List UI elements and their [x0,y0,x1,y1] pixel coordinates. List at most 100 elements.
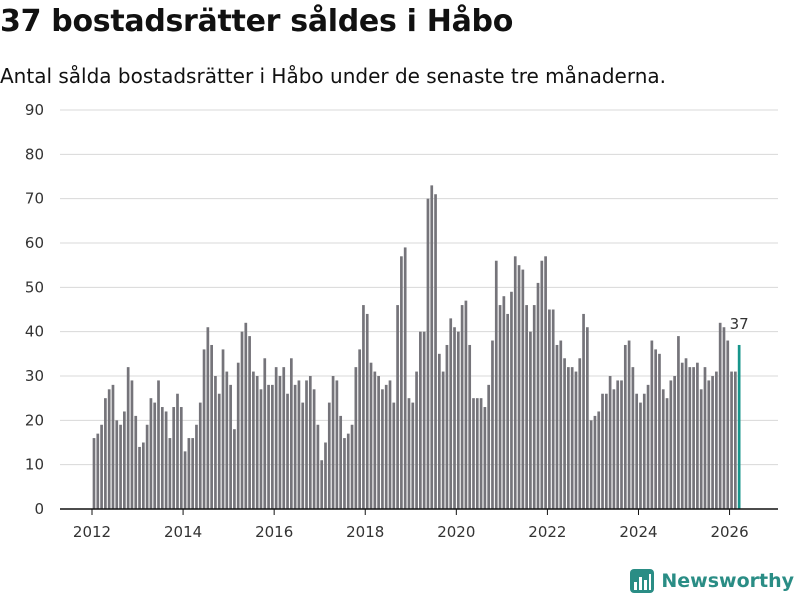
bar [555,344,559,509]
bar [642,393,646,509]
bar [289,358,293,509]
bar [183,451,187,509]
bar [324,442,327,509]
bar [631,367,635,509]
bar [544,256,547,509]
bar [187,438,191,509]
bar [673,376,676,509]
y-tick-label: 0 [34,500,44,518]
bar [635,393,639,509]
bar [130,380,134,509]
bar [468,344,472,509]
bar [233,429,236,509]
bar [711,376,714,509]
bar [540,260,544,509]
y-axis-ticks: 0 10 20 30 40 50 60 70 80 90 [25,101,44,518]
bar [145,424,149,509]
y-tick-label: 80 [25,145,44,163]
bar [126,367,130,509]
bar [532,305,536,509]
bar [191,438,195,509]
bar [510,291,513,509]
bar [271,384,274,509]
bar [677,336,680,509]
y-tick-label: 60 [25,234,44,252]
bar [604,393,608,509]
y-tick-label: 30 [25,367,44,385]
bar [627,340,631,509]
bar [715,371,718,509]
bar [411,402,415,509]
bar [445,344,449,509]
bar [680,362,684,509]
bar [570,367,574,509]
bar [434,194,437,509]
bar [529,331,532,509]
bar [407,398,411,509]
bar [730,371,733,509]
bar [214,376,217,509]
bar [707,380,711,509]
bar [252,371,255,509]
bar [195,424,198,509]
bar [513,256,517,509]
bar [688,367,692,509]
bar [138,446,141,509]
bar [278,376,282,509]
bar [517,265,521,509]
bar [422,331,426,509]
bar [312,389,316,509]
bar-chart: 0 10 20 30 40 50 60 70 80 90 2012 2014 2016 2018 2020… [25,101,778,541]
bar [263,358,267,509]
bar [654,349,658,509]
bar [456,331,460,509]
bar [396,305,399,509]
bar [487,384,491,509]
bar [107,389,111,509]
bar [536,282,540,509]
bar [229,384,232,509]
bar [525,305,528,509]
x-tick-label: 2012 [73,523,111,541]
bar [589,420,593,509]
y-tick-label: 70 [25,190,44,208]
bar [346,433,350,509]
bar [548,309,551,509]
bar [236,362,240,509]
bar [225,371,229,509]
bar [699,389,703,509]
x-tick-label: 2014 [164,523,202,541]
bar [506,313,509,509]
bar [160,407,164,509]
bar [149,398,153,509]
bar [210,344,213,509]
bar [305,380,308,509]
bar [475,398,479,509]
bar [616,380,620,509]
x-tick-label: 2026 [710,523,748,541]
bar [202,349,206,509]
y-tick-label: 40 [25,323,44,341]
bar [521,269,525,509]
data-label-last: 37 [730,315,749,333]
bar [601,393,604,509]
bar [381,389,384,509]
bar [335,380,339,509]
bar [362,305,365,509]
bar [684,358,688,509]
y-tick-label: 20 [25,411,44,429]
bar [259,389,263,509]
bar [426,198,430,510]
bar [339,415,343,509]
x-tick-label: 2016 [255,523,293,541]
bar [437,353,441,509]
brand-name: Newsworthy [661,570,794,592]
x-tick-label: 2022 [528,523,566,541]
bar [301,402,305,509]
bar [419,331,422,509]
bar [331,376,335,509]
bar [172,407,176,509]
bar [384,384,388,509]
bar [134,415,138,509]
bar [153,402,157,509]
